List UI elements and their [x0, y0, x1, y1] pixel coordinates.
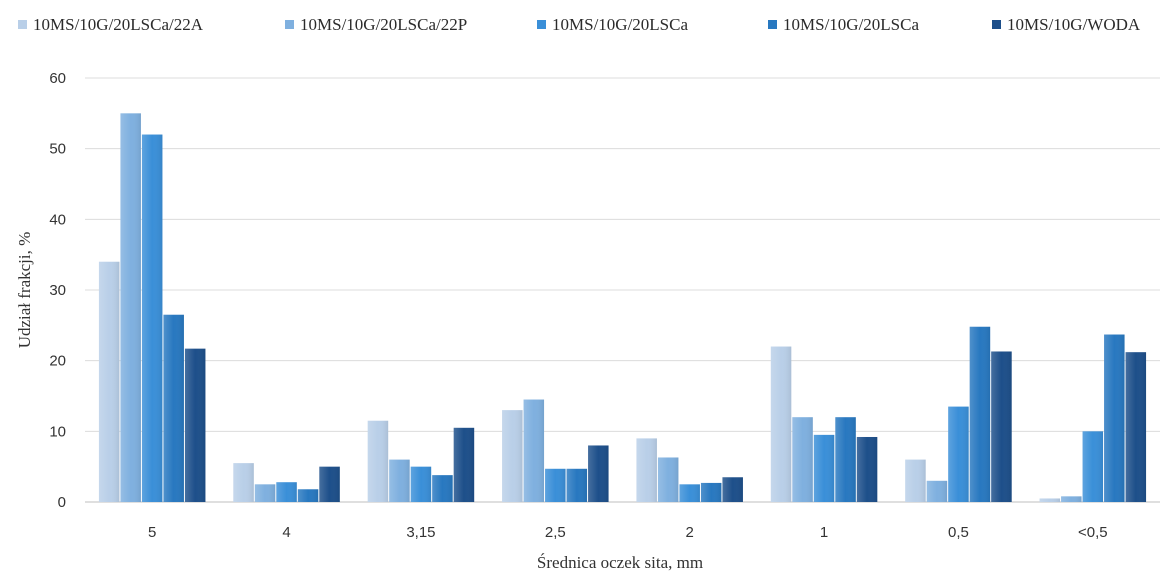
bar-shade	[98, 261, 120, 502]
bars	[98, 113, 1147, 503]
bar-shade	[905, 459, 926, 502]
bar-shade	[813, 434, 835, 502]
bar-shade	[1104, 334, 1125, 502]
x-tick-label: 2,5	[545, 524, 566, 541]
bar-shade	[367, 420, 389, 502]
bar-shade	[184, 348, 206, 502]
y-tick-label: 60	[49, 70, 66, 87]
y-axis-title: Udział frakcji, %	[15, 232, 34, 349]
bar-shade	[276, 482, 297, 502]
bar-shade	[1061, 496, 1082, 502]
x-tick-label: 2	[686, 524, 694, 541]
y-tick-label: 30	[49, 282, 66, 299]
bar-shade	[770, 346, 792, 502]
y-tick-label: 40	[49, 211, 66, 228]
bar-shade	[969, 326, 991, 502]
x-tick-label: 5	[148, 524, 156, 541]
bar-shade	[523, 399, 545, 502]
legend-swatch	[285, 20, 294, 29]
y-tick-label: 0	[58, 494, 66, 511]
bar-shade	[1082, 431, 1104, 502]
bar-shade	[389, 459, 410, 502]
x-tick-label: 4	[282, 524, 290, 541]
bar-shade	[163, 314, 184, 502]
bar-shade	[657, 457, 679, 502]
legend-label: 10MS/10G/20LSCa	[552, 15, 688, 34]
x-tick-label: 0,5	[948, 524, 969, 541]
bar-shade	[700, 482, 722, 502]
legend-swatch	[18, 20, 27, 29]
legend-swatch	[768, 20, 777, 29]
y-tick-label: 10	[49, 423, 66, 440]
x-axis-title: Średnica oczek sita, mm	[537, 553, 703, 572]
y-tick-label: 20	[49, 353, 66, 370]
bar-shade	[545, 468, 566, 502]
legend-label: 10MS/10G/20LSCa/22A	[33, 15, 204, 34]
y-tick-label: 50	[49, 141, 66, 158]
legend-label: 10MS/10G/20LSCa	[783, 15, 919, 34]
bar-shade	[502, 410, 523, 502]
bar-shade	[120, 113, 141, 502]
bar-shade	[835, 417, 856, 502]
bar-shade	[254, 484, 276, 502]
bar-shade	[297, 489, 319, 502]
bar-shade	[722, 477, 743, 502]
bar-shade	[856, 436, 878, 502]
bar-shade	[233, 463, 254, 502]
x-tick-label: 3,15	[406, 524, 435, 541]
y-axis-ticks: 0 10 20 30 40 50 60	[49, 70, 66, 511]
bar-shade	[1039, 498, 1061, 502]
bar-shade	[679, 484, 700, 502]
x-axis-ticks: 5 4 3,15 2,5 2 1 0,5 <0,5	[148, 524, 1108, 541]
bar-shade	[948, 406, 969, 502]
bar-shade	[432, 475, 453, 502]
legend: 10MS/10G/20LSCa/22A 10MS/10G/20LSCa/22P 10…	[18, 15, 1141, 34]
bar-shade	[991, 351, 1012, 502]
bar-shade	[410, 466, 432, 502]
legend-label: 10MS/10G/20LSCa/22P	[300, 15, 467, 34]
bar-shade	[566, 468, 588, 502]
legend-label: 10MS/10G/WODA	[1007, 15, 1141, 34]
bar-shade	[319, 466, 340, 502]
legend-swatch	[537, 20, 546, 29]
bar-shade	[1125, 352, 1147, 502]
x-tick-label: 1	[820, 524, 828, 541]
gridlines	[85, 77, 1160, 503]
bar-shade	[453, 427, 475, 502]
bar-shade	[636, 438, 657, 502]
bar-shade	[141, 134, 163, 503]
bar-shade	[792, 417, 813, 502]
bar-shade	[926, 480, 948, 502]
bar-shade	[588, 445, 609, 502]
x-tick-label: <0,5	[1078, 524, 1108, 541]
legend-swatch	[992, 20, 1001, 29]
